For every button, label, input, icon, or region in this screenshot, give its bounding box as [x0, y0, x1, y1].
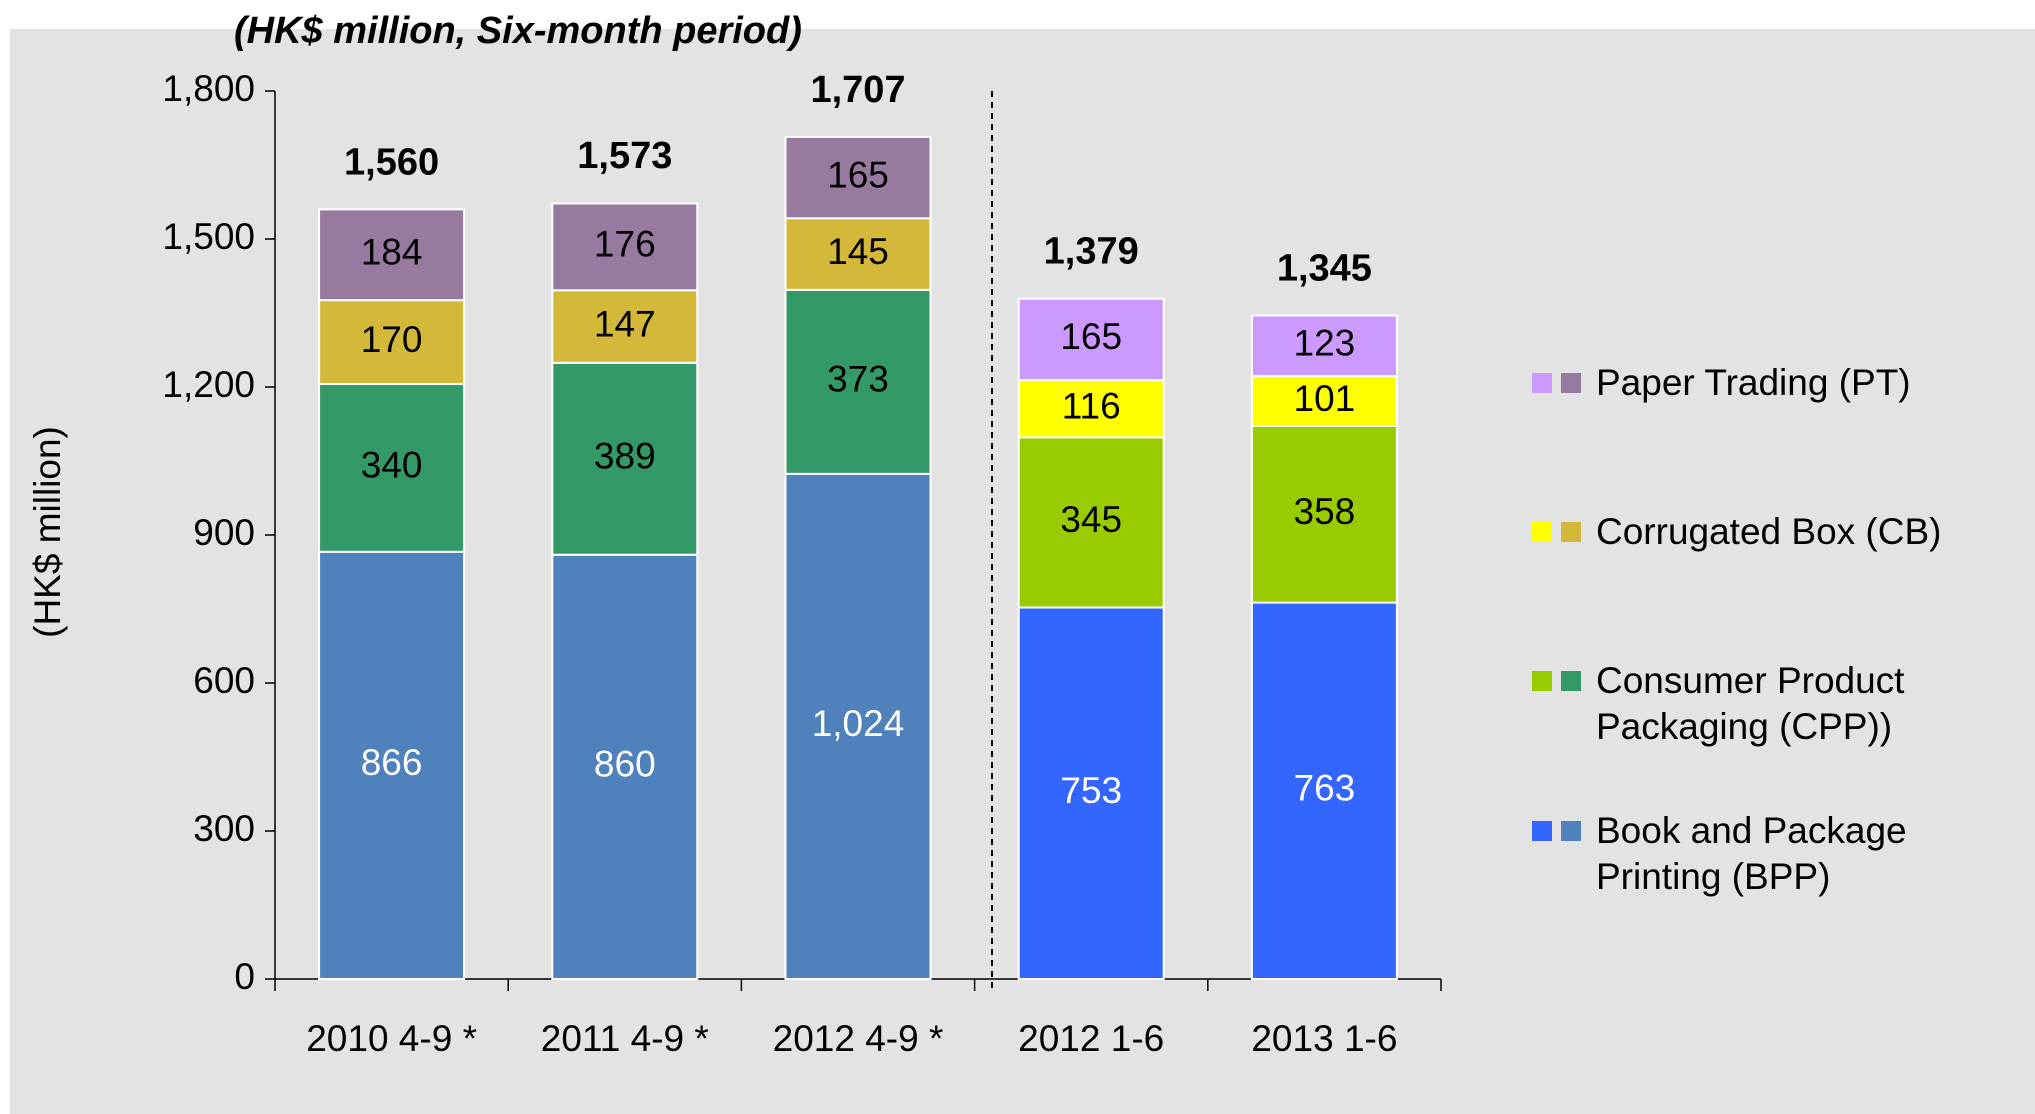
legend-swatch	[1561, 671, 1581, 691]
legend-swatch	[1561, 821, 1581, 841]
y-tick-label: 0	[234, 956, 255, 997]
segment-label: 170	[361, 319, 423, 360]
bar-segment	[1250, 601, 1398, 980]
y-tick-label: 600	[193, 660, 255, 701]
y-tick-label: 1,800	[162, 68, 255, 109]
segment-label: 184	[361, 232, 423, 273]
bar-segment	[1017, 606, 1165, 981]
bar-segment	[1250, 314, 1398, 378]
x-tick-label: 2010 4-9 *	[306, 1018, 477, 1059]
legend-swatch	[1532, 522, 1552, 542]
y-tick-label: 300	[193, 808, 255, 849]
segment-label: 176	[594, 224, 656, 265]
segment-label: 358	[1294, 491, 1356, 532]
segment-label: 753	[1060, 770, 1122, 811]
segment-label: 866	[361, 742, 423, 783]
bar-segment	[551, 202, 699, 292]
legend-swatch	[1561, 373, 1581, 393]
bar-segment	[551, 361, 699, 556]
segment-label: 763	[1294, 768, 1356, 809]
bar-segment	[551, 289, 699, 364]
bar-segment	[318, 550, 466, 980]
bar-segment	[318, 383, 466, 553]
x-tick-label: 2011 4-9 *	[541, 1018, 709, 1059]
segment-label: 345	[1060, 499, 1122, 540]
x-tick-label: 2012 4-9 *	[773, 1018, 944, 1059]
bar-segment	[318, 208, 466, 302]
total-label: 1,379	[1044, 231, 1139, 273]
segment-label: 389	[594, 436, 656, 477]
legend-swatch	[1532, 373, 1552, 393]
bar-segment	[784, 472, 932, 980]
x-tick-label: 2012 1-6	[1018, 1018, 1164, 1059]
bar-segment	[784, 217, 932, 291]
y-tick-label: 1,200	[162, 364, 255, 405]
total-label: 1,573	[577, 135, 672, 177]
legend-swatch	[1532, 671, 1552, 691]
legend-label: Book and Package Printing (BPP)	[1596, 810, 1907, 897]
bar-segment	[1017, 297, 1165, 382]
bar-segment	[1250, 424, 1398, 604]
segment-label: 1,024	[812, 703, 905, 744]
segment-label: 116	[1062, 385, 1121, 426]
total-label: 1,707	[810, 69, 905, 111]
chart-title: (HK$ million, Six-month period)	[234, 10, 802, 52]
y-tick-label: 900	[193, 512, 255, 553]
segment-label: 165	[827, 154, 889, 195]
y-tick-label: 1,500	[162, 216, 255, 257]
segment-label: 123	[1294, 323, 1356, 364]
segment-label: 165	[1060, 316, 1122, 357]
segment-label: 147	[594, 303, 656, 344]
total-label: 1,345	[1277, 247, 1372, 289]
segment-label: 145	[827, 231, 889, 272]
x-tick-label: 2013 1-6	[1251, 1018, 1397, 1059]
legend-swatch	[1561, 522, 1581, 542]
bar-segment	[318, 299, 466, 386]
legend-label: Corrugated Box (CB)	[1596, 511, 1942, 552]
segment-label: 373	[827, 359, 889, 400]
bar-segment	[551, 553, 699, 980]
segment-label: 101	[1294, 378, 1356, 419]
segment-label: 860	[594, 744, 656, 785]
legend-label: Consumer Product Packaging (CPP))	[1596, 660, 1905, 747]
bar-segment	[1017, 436, 1165, 609]
y-axis-label: (HK$ million)	[27, 426, 68, 638]
bar-segment	[784, 135, 932, 220]
bar-segment	[1017, 379, 1165, 439]
segment-label: 340	[361, 445, 423, 486]
total-label: 1,560	[344, 141, 439, 183]
bar-segment	[1250, 375, 1398, 427]
legend-label: Paper Trading (PT)	[1596, 362, 1911, 403]
bar-segment	[784, 288, 932, 475]
legend-swatch	[1532, 821, 1552, 841]
